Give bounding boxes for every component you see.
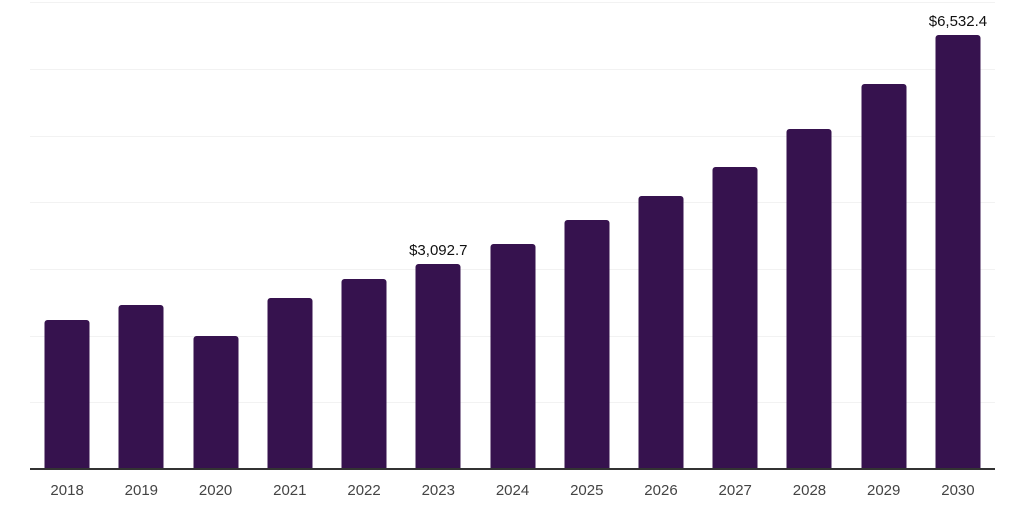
x-tick-label-2026: 2026	[644, 482, 678, 499]
x-tick-label-2020: 2020	[198, 482, 233, 499]
gridline	[30, 202, 995, 204]
x-tick-label-2021: 2021	[273, 482, 307, 499]
bar-2021	[267, 298, 313, 470]
bar-slot	[772, 0, 846, 470]
x-tick-label-2029: 2029	[867, 482, 901, 499]
bar-slot	[550, 0, 624, 470]
bar-value-label: $6,532.4	[928, 12, 988, 30]
x-tick-label-2022: 2022	[347, 482, 381, 499]
bar-slot	[327, 0, 401, 470]
bar-slot	[30, 0, 104, 470]
bars-container: $3,092.7 $6,532.4	[30, 0, 995, 470]
bar-slot	[104, 0, 178, 470]
bar-slot	[253, 0, 327, 470]
bar-2026	[638, 196, 684, 470]
bar-slot	[624, 0, 698, 470]
bar-slot	[847, 0, 921, 470]
bar-2024	[490, 244, 536, 470]
bar-2019	[118, 305, 164, 470]
gridline	[30, 135, 995, 137]
bar-2027	[712, 166, 758, 470]
x-tick-label-2027: 2027	[718, 482, 752, 499]
x-tick-label-2019: 2019	[124, 482, 159, 499]
bar-2020	[193, 336, 239, 470]
x-axis-line	[30, 468, 995, 470]
x-tick-label-2023: 2023	[421, 482, 455, 499]
gridline	[30, 2, 995, 4]
bar-2025	[564, 220, 610, 470]
bar-value-label: $3,092.7	[409, 241, 468, 259]
bar-2030	[935, 34, 981, 470]
bar-slot: $6,532.4	[921, 0, 995, 470]
bar-2018	[44, 320, 90, 470]
bar-2022	[341, 278, 387, 470]
plot-area: $3,092.7 $6,532.4	[30, 0, 995, 470]
bar-2023	[415, 263, 461, 470]
x-axis-labels: 2018 2019 2020 2021 2022 2023 2024 2025 2026 2027…	[30, 470, 995, 498]
x-tick-label-2025: 2025	[570, 482, 604, 499]
x-tick-label-2028: 2028	[792, 482, 827, 499]
x-tick-label-2024: 2024	[495, 482, 530, 499]
gridline	[30, 69, 995, 70]
bar-slot	[475, 0, 549, 470]
bar-slot: $3,092.7	[401, 0, 475, 470]
bar-slot	[698, 0, 772, 470]
x-tick-label-2018: 2018	[50, 482, 84, 499]
x-tick-label-2030: 2030	[941, 482, 975, 499]
bar-slot	[178, 0, 252, 470]
bar-2028	[786, 128, 832, 470]
bar-2029	[861, 84, 907, 470]
